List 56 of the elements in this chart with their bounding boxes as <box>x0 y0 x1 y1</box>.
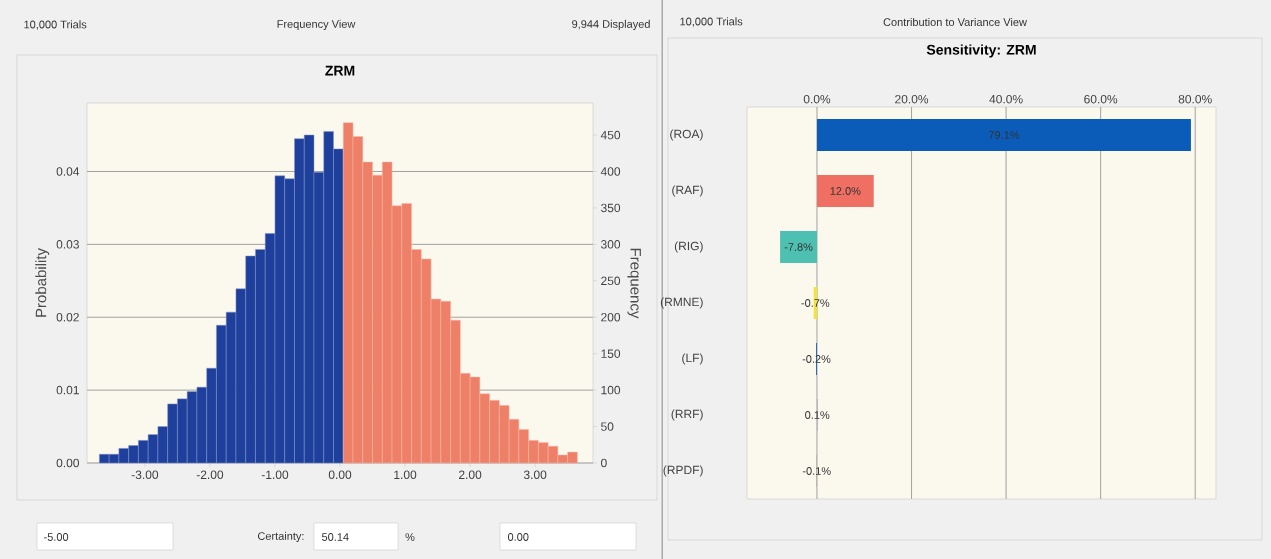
y2-tick-label: 0 <box>601 458 607 468</box>
y-tick-label: 0.00 <box>56 458 80 468</box>
y-tick-label: (RPDF) <box>663 465 703 477</box>
bar <box>816 119 1191 151</box>
x-tick-label: -3.00 <box>131 470 159 480</box>
y2-axis-title: Frequency <box>627 248 641 319</box>
x-tick-label: 80.0% <box>1178 94 1212 104</box>
y2-tick-label: 250 <box>601 276 621 286</box>
data-label: 0.1% <box>805 411 830 419</box>
text: 10,000 Trials <box>680 17 743 27</box>
text: -5.00 <box>44 533 69 541</box>
text: % <box>405 533 415 541</box>
chart-title: ZRM <box>325 65 355 76</box>
y-tick-label: 0.04 <box>56 167 80 176</box>
x-tick-label: 60.0% <box>1084 94 1118 104</box>
x-tick-label: 40.0% <box>989 94 1023 104</box>
y2-tick-label: 300 <box>601 240 621 249</box>
x-tick-label: 3.00 <box>523 470 547 480</box>
y-tick-label: (RMNE) <box>660 297 703 309</box>
bar <box>780 230 817 263</box>
y-tick-label: 0.03 <box>56 240 79 249</box>
x-tick-label: 0.00 <box>328 470 352 480</box>
text: 50.14 <box>321 533 349 541</box>
text: Frequency View <box>277 19 356 31</box>
y-axis-title: Probability <box>35 248 50 317</box>
data-label: 79.1% <box>988 131 1020 139</box>
x-tick-label: 20.0% <box>895 94 929 104</box>
y2-tick-label: 350 <box>601 203 621 213</box>
y2-tick-label: 100 <box>601 385 621 395</box>
y-tick-label: 0.02 <box>56 312 79 322</box>
y-tick-label: (RRF) <box>671 409 703 421</box>
text: Certainty: <box>257 531 304 543</box>
y2-tick-label: 400 <box>600 167 621 176</box>
chart-title: Sensitivity: ZRM <box>926 44 1036 58</box>
x-tick-label: 0.0% <box>803 94 831 104</box>
x-tick-label: -2.00 <box>196 470 224 480</box>
text: Contribution to Variance View <box>883 17 1027 27</box>
data-label: -7.8% <box>784 243 813 251</box>
y2-tick-label: 150 <box>601 349 621 358</box>
y-tick-label: (LF) <box>682 353 703 365</box>
y2-tick-label: 450 <box>600 130 621 140</box>
text: 9,944 Displayed <box>572 19 650 31</box>
y-tick-label: (ROA) <box>670 129 703 141</box>
x-tick-label: 2.00 <box>459 470 482 480</box>
y2-tick-label: 50 <box>601 422 614 431</box>
bar <box>816 174 874 207</box>
x-tick-label: -1.00 <box>261 470 289 480</box>
data-label: -0.1% <box>802 467 831 475</box>
y-tick-label: 0.01 <box>56 385 79 395</box>
y-tick-label: (RIG) <box>674 241 703 253</box>
y-tick-label: (RAF) <box>672 185 703 197</box>
y2-tick-label: 200 <box>601 312 621 322</box>
text: 10,000 Trials <box>24 20 87 30</box>
data-label: 12.0% <box>830 187 861 195</box>
x-tick-label: 1.00 <box>394 470 417 480</box>
text: 0.00 <box>507 533 529 541</box>
